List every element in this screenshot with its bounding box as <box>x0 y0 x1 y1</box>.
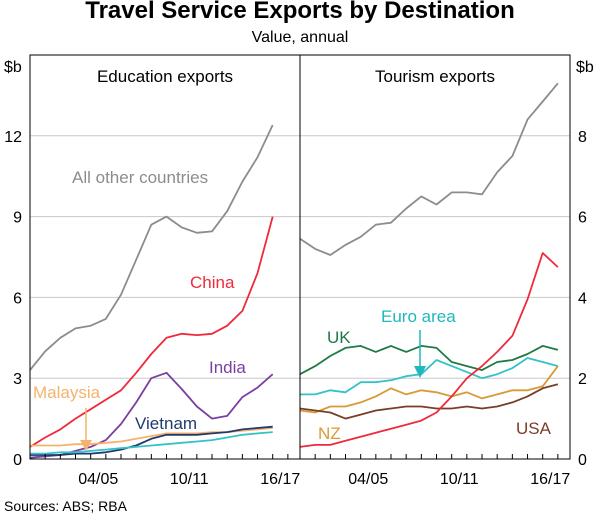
y-axis-unit: $b <box>576 59 594 76</box>
x-tick-label: 10/11 <box>440 471 479 488</box>
series-label-usa: USA <box>516 419 552 438</box>
series-line-uk <box>299 344 559 375</box>
y-tick-label: 3 <box>13 371 22 388</box>
y-tick-label: 6 <box>578 210 587 227</box>
series-label-china: China <box>190 273 235 292</box>
series-label-all-other-countries: All other countries <box>72 168 208 187</box>
panel-title: Education exports <box>97 67 233 86</box>
malaysia-arrowhead <box>80 440 92 451</box>
series-line-usa <box>299 383 559 420</box>
ticks-layer: 0 3 6 9 12 $b Education exports 04/05 10/11 16/17… <box>4 59 594 488</box>
x-tick-label: 04/05 <box>78 471 118 488</box>
x-tick-label: 04/05 <box>348 471 388 488</box>
series-label-vietnam: Vietnam <box>135 414 197 433</box>
series-label-nz: NZ <box>318 424 341 443</box>
chart-frame <box>29 54 571 460</box>
series-line-unnamed-0-5 <box>30 431 273 455</box>
y-tick-label: 6 <box>13 290 22 307</box>
y-tick-label: 0 <box>13 452 22 469</box>
y-tick-label: 2 <box>578 371 587 388</box>
series-label-uk: UK <box>327 328 351 347</box>
y-tick-label: 4 <box>578 290 587 307</box>
source-note: Sources: ABS; RBA <box>4 498 127 514</box>
series-line-china <box>29 216 274 448</box>
y-tick-label: 8 <box>578 129 587 146</box>
panel-title: Tourism exports <box>375 67 495 86</box>
series-label-euro-area: Euro area <box>381 307 456 326</box>
x-tick-label: 10/11 <box>170 471 209 488</box>
series-line-all-other-countries <box>29 124 274 371</box>
series-layer <box>29 82 559 459</box>
series-line-nz <box>299 365 559 414</box>
chart-title: Travel Service Exports by Destination <box>85 0 515 24</box>
x-tick-label: 16/17 <box>260 471 300 488</box>
series-label-malaysia: Malaysia <box>33 383 101 402</box>
series-line-euro-area <box>300 357 559 396</box>
y-tick-label: 9 <box>13 210 22 227</box>
series-line-vietnam <box>30 425 273 456</box>
labels-layer: All other countries China India Malaysia Vie… <box>33 168 552 451</box>
euro-area-arrowhead <box>414 366 426 378</box>
y-tick-label: 12 <box>4 129 22 146</box>
series-label-india: India <box>209 358 246 377</box>
y-axis-unit: $b <box>4 59 22 76</box>
series-line-unnamed-1-5 <box>299 252 559 448</box>
gridlines <box>30 135 570 379</box>
chart-subtitle: Value, annual <box>251 29 349 46</box>
series-line-unnamed-1-0 <box>299 82 559 256</box>
x-tick-label: 16/17 <box>530 471 570 488</box>
y-tick-label: 0 <box>578 452 587 469</box>
